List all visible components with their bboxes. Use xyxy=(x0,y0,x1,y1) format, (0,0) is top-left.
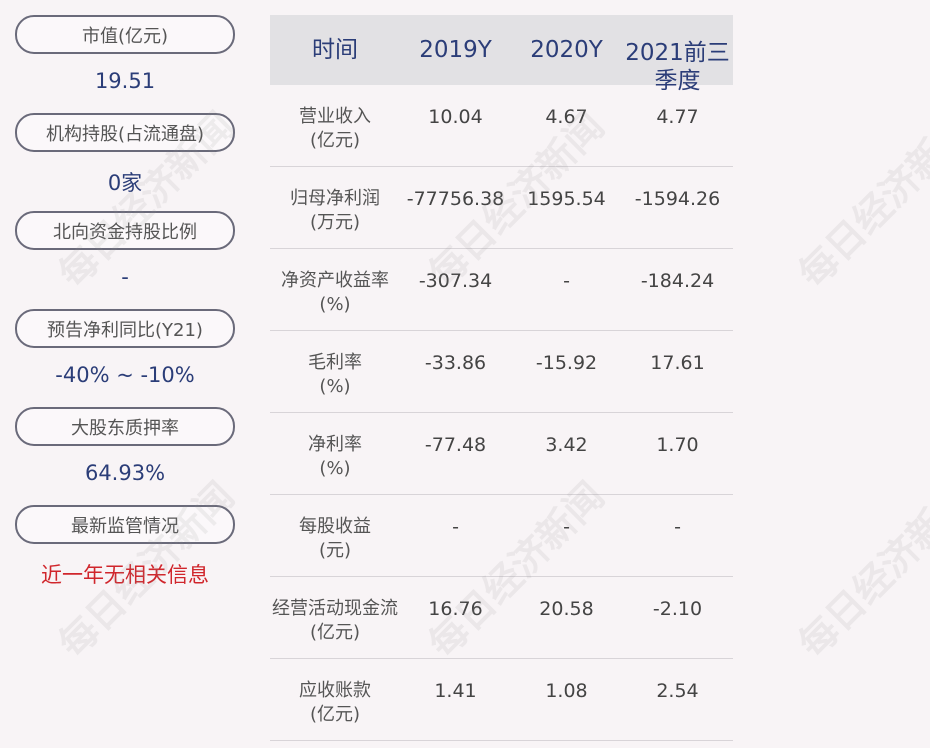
regulatory-status-pill: 最新监管情况 xyxy=(15,505,235,544)
row-label: 每股收益 (元) xyxy=(299,516,371,561)
table-row: 净资产收益率 (%) -307.34 - -184.24 xyxy=(270,249,733,331)
table-cell: - xyxy=(674,516,681,538)
table-cell: -77.48 xyxy=(424,434,487,456)
table-cell: 1.41 xyxy=(434,680,477,702)
table-cell: -2.10 xyxy=(652,598,703,620)
table-cell: 20.58 xyxy=(539,598,594,620)
regulatory-status-label: 最新监管情况 xyxy=(71,515,179,537)
table-cell: 4.67 xyxy=(545,106,588,128)
profit-forecast-label: 预告净利同比(Y21) xyxy=(47,319,203,341)
pledge-ratio-label: 大股东质押率 xyxy=(71,417,179,439)
financial-table: 时间 2019Y 2020Y 2021前三季度 营业收入 (亿元) 10.04 4.… xyxy=(270,15,733,741)
header-2019: 2019Y xyxy=(419,37,492,63)
table-row: 经营活动现金流 (亿元) 16.76 20.58 -2.10 xyxy=(270,577,733,659)
pledge-ratio-pill: 大股东质押率 xyxy=(15,407,235,446)
northbound-holding-pill: 北向资金持股比例 xyxy=(15,211,235,250)
profit-forecast-value: -40% ~ -10% xyxy=(55,363,195,387)
institution-holding-label: 机构持股(占流通盘) xyxy=(45,123,205,145)
table-cell: -33.86 xyxy=(424,352,487,374)
watermark-text: 每日经济新闻 xyxy=(790,103,930,297)
header-2021q3-label: 2021前三季度 xyxy=(625,40,730,94)
table-body: 营业收入 (亿元) 10.04 4.67 4.77 归母净利润 (万元) -77756.3… xyxy=(270,85,733,741)
institution-holding-pill: 机构持股(占流通盘) xyxy=(15,113,235,152)
table-cell: -1594.26 xyxy=(634,188,721,210)
northbound-holding-value: - xyxy=(121,265,129,289)
table-cell: -15.92 xyxy=(535,352,598,374)
market-cap-label: 市值(亿元) xyxy=(81,25,169,47)
northbound-holding-label: 北向资金持股比例 xyxy=(53,221,197,243)
row-label: 净资产收益率 (%) xyxy=(281,270,389,315)
row-label: 毛利率 (%) xyxy=(308,352,362,397)
table-cell: 1.70 xyxy=(656,434,699,456)
pledge-ratio-value: 64.93% xyxy=(84,461,166,485)
table-cell: -77756.38 xyxy=(406,188,505,210)
market-cap-value: 19.51 xyxy=(94,69,156,93)
table-cell: - xyxy=(563,516,570,538)
header-time: 时间 xyxy=(312,37,358,63)
market-cap-pill: 市值(亿元) xyxy=(15,15,235,54)
table-cell: 16.76 xyxy=(428,598,483,620)
table-cell: 4.77 xyxy=(656,106,699,128)
table-cell: -307.34 xyxy=(418,270,493,292)
table-cell: - xyxy=(563,270,570,292)
row-label: 营业收入 (亿元) xyxy=(299,106,371,151)
row-label: 应收账款 (亿元) xyxy=(299,680,371,725)
table-cell: 17.61 xyxy=(650,352,705,374)
table-cell: -184.24 xyxy=(640,270,715,292)
table-row: 净利率 (%) -77.48 3.42 1.70 xyxy=(270,413,733,495)
table-cell: 3.42 xyxy=(545,434,588,456)
table-cell: 2.54 xyxy=(656,680,699,702)
header-2021q3: 2021前三季度 xyxy=(622,15,733,94)
table-row: 应收账款 (亿元) 1.41 1.08 2.54 xyxy=(270,659,733,741)
watermark-text: 每日经济新闻 xyxy=(790,473,930,667)
header-2020: 2020Y xyxy=(530,37,603,63)
profit-forecast-pill: 预告净利同比(Y21) xyxy=(15,309,235,348)
row-label: 净利率 (%) xyxy=(308,434,362,479)
row-label: 归母净利润 (万元) xyxy=(290,188,380,233)
table-row: 每股收益 (元) - - - xyxy=(270,495,733,577)
table-row: 归母净利润 (万元) -77756.38 1595.54 -1594.26 xyxy=(270,167,733,249)
row-label: 经营活动现金流 (亿元) xyxy=(272,598,398,643)
table-cell: 1595.54 xyxy=(527,188,606,210)
institution-holding-value: 0家 xyxy=(107,171,143,195)
table-cell: 10.04 xyxy=(428,106,483,128)
table-row: 毛利率 (%) -33.86 -15.92 17.61 xyxy=(270,331,733,413)
table-header: 时间 2019Y 2020Y 2021前三季度 xyxy=(270,15,733,94)
table-cell: 1.08 xyxy=(545,680,588,702)
table-row: 营业收入 (亿元) 10.04 4.67 4.77 xyxy=(270,85,733,167)
regulatory-status-value: 近一年无相关信息 xyxy=(41,563,209,587)
table-cell: - xyxy=(452,516,459,538)
